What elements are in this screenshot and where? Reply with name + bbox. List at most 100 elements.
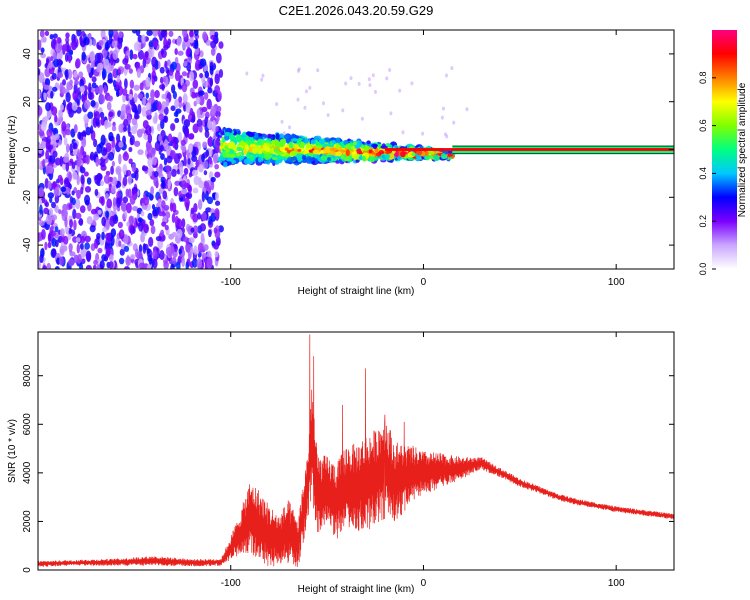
heatmap-cell bbox=[180, 139, 186, 146]
heatmap-cell bbox=[51, 214, 58, 221]
heatmap-cell bbox=[189, 36, 195, 44]
snr-frame bbox=[37, 331, 675, 571]
heatmap-cell bbox=[243, 148, 248, 155]
heatmap-cell bbox=[43, 207, 50, 215]
heatmap-cell bbox=[68, 203, 73, 210]
heatmap-cell bbox=[202, 244, 209, 251]
heatmap-cell bbox=[115, 90, 120, 98]
heatmap-cell bbox=[86, 216, 93, 225]
y-tick-label: 4000 bbox=[22, 461, 33, 484]
heatmap-cell bbox=[68, 171, 72, 183]
heatmap-cell bbox=[49, 154, 56, 165]
heatmap-cell bbox=[122, 57, 129, 65]
heatmap-cell bbox=[72, 89, 79, 101]
heatmap-cell bbox=[60, 186, 67, 193]
heatmap-cell bbox=[173, 111, 178, 117]
heatmap-cell bbox=[59, 155, 63, 167]
heatmap-cell bbox=[214, 163, 220, 170]
heatmap-cell bbox=[38, 68, 41, 76]
heatmap-cell bbox=[184, 197, 190, 209]
heatmap-cell bbox=[274, 138, 279, 146]
heatmap-cell bbox=[410, 81, 414, 86]
heatmap-cell bbox=[86, 63, 91, 74]
heatmap-cell bbox=[92, 264, 97, 269]
heatmap-cell bbox=[101, 48, 108, 59]
y-tick-label: -20 bbox=[22, 190, 33, 205]
heatmap-cell bbox=[297, 67, 301, 72]
heatmap-cell bbox=[117, 68, 122, 76]
heatmap-cell bbox=[182, 236, 189, 243]
heatmap-cell bbox=[196, 258, 203, 269]
heatmap-cell bbox=[103, 174, 111, 184]
heatmap-cell bbox=[152, 156, 157, 166]
heatmap-cell bbox=[205, 207, 212, 213]
heatmap-cell bbox=[137, 217, 143, 223]
heatmap-cell bbox=[174, 180, 181, 186]
heatmap-cell bbox=[87, 91, 93, 100]
heatmap-cell bbox=[71, 197, 76, 206]
heatmap-cell bbox=[152, 30, 159, 37]
heatmap-cell bbox=[77, 131, 82, 140]
heatmap-cell bbox=[237, 130, 241, 135]
heatmap-cell bbox=[131, 117, 138, 126]
heatmap-cell bbox=[75, 198, 81, 210]
heatmap-cell bbox=[208, 135, 213, 147]
heatmap-cell bbox=[107, 151, 115, 161]
heatmap-cell bbox=[120, 110, 125, 116]
heatmap-cell bbox=[63, 208, 68, 218]
heatmap-cell bbox=[161, 49, 167, 59]
heatmap-cell bbox=[150, 186, 154, 196]
heatmap-cell bbox=[81, 137, 87, 148]
heatmap-cell bbox=[128, 93, 133, 101]
heatmap-cell bbox=[51, 201, 57, 209]
heatmap-cell bbox=[105, 219, 111, 231]
heatmap-cell bbox=[120, 201, 127, 212]
heatmap-cell bbox=[149, 219, 155, 227]
heatmap-cell bbox=[128, 158, 133, 165]
heatmap-cell bbox=[39, 30, 45, 38]
heatmap-cell bbox=[79, 243, 84, 250]
heatmap-cell bbox=[79, 150, 83, 160]
heatmap-cell bbox=[193, 175, 200, 186]
heatmap-cell bbox=[160, 118, 165, 130]
heatmap-cell bbox=[69, 79, 73, 86]
heatmap-cell bbox=[398, 88, 402, 93]
heatmap-cell bbox=[329, 147, 338, 152]
heatmap-cell bbox=[210, 34, 217, 40]
heatmap-cell bbox=[217, 90, 222, 102]
heatmap-cell bbox=[344, 81, 348, 86]
heatmap-cell bbox=[89, 151, 95, 161]
heatmap-cell bbox=[130, 224, 134, 236]
heatmap-cell bbox=[128, 215, 134, 226]
heatmap-cell bbox=[104, 41, 109, 51]
heatmap-cell bbox=[54, 157, 61, 166]
heatmap-cell bbox=[45, 214, 53, 225]
heatmap-cell bbox=[125, 50, 131, 57]
heatmap-cell bbox=[61, 44, 68, 52]
heatmap-cell bbox=[360, 116, 364, 121]
x-tick-label: 0 bbox=[421, 578, 427, 589]
heatmap-cell bbox=[199, 72, 204, 79]
heatmap-cell bbox=[440, 115, 444, 120]
colorbar-tick-label: 0.8 bbox=[698, 72, 708, 85]
heatmap-cell bbox=[123, 126, 128, 132]
colorbar-tick-label: 0.2 bbox=[698, 215, 708, 228]
y-tick-label: 0 bbox=[22, 146, 33, 152]
heatmap-cell bbox=[139, 82, 144, 91]
heatmap-cell bbox=[125, 202, 132, 214]
heatmap-cell bbox=[109, 215, 116, 227]
heatmap-cell bbox=[131, 30, 138, 34]
heatmap-cell bbox=[145, 109, 152, 116]
heatmap-cell bbox=[201, 211, 207, 222]
heatmap-cell bbox=[170, 123, 176, 131]
heatmap-cell bbox=[65, 187, 71, 195]
heatmap-cell bbox=[197, 242, 204, 253]
heatmap-cell bbox=[47, 241, 52, 249]
heatmap-cell bbox=[228, 134, 236, 140]
heatmap-cell bbox=[208, 147, 213, 157]
heatmap-cell bbox=[159, 66, 165, 74]
heatmap-signal-edge bbox=[452, 145, 674, 147]
heatmap-cell bbox=[104, 193, 110, 200]
heatmap-cell bbox=[314, 135, 322, 141]
